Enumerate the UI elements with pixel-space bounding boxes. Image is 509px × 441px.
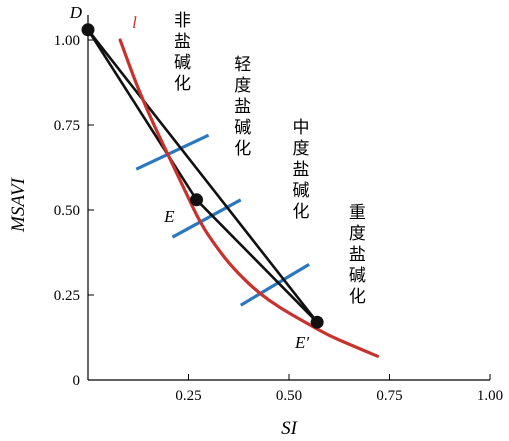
zone-labels: 非盐碱化轻度盐碱化中度盐碱化重度盐碱化 bbox=[174, 11, 366, 307]
zone-label-2: 轻度盐碱化 bbox=[234, 55, 251, 159]
point-label: D bbox=[69, 3, 83, 22]
curve-group: l bbox=[118, 13, 380, 358]
point-D bbox=[81, 23, 95, 37]
y-axis-title: MSAVI bbox=[8, 176, 29, 233]
zone-label-4: 重度盐碱化 bbox=[349, 203, 366, 307]
line-3 bbox=[86, 28, 319, 324]
boundary-line-1 bbox=[135, 133, 210, 171]
connecting-lines bbox=[86, 28, 319, 324]
x-axis-title: SI bbox=[281, 418, 299, 439]
x-tick-label: 0.25 bbox=[175, 388, 201, 404]
points: D E E′ bbox=[69, 3, 324, 352]
y-tick-label: 0 bbox=[73, 373, 81, 389]
axes bbox=[87, 15, 490, 381]
point-E bbox=[190, 193, 204, 207]
tick-labels: 0.25 0.50 0.75 1.00 0 0.25 0.50 0.75 1.00 bbox=[54, 33, 503, 404]
y-tick-label: 0.25 bbox=[54, 288, 80, 304]
zone-label-1: 非盐碱化 bbox=[174, 11, 191, 94]
ticks bbox=[88, 39, 491, 381]
line-1 bbox=[86, 29, 198, 201]
boundary-line-3 bbox=[239, 263, 310, 307]
point-Eprime bbox=[310, 315, 324, 329]
x-tick-label: 0.75 bbox=[376, 388, 402, 404]
x-tick-label: 0.50 bbox=[276, 388, 302, 404]
boundary-lines bbox=[135, 133, 310, 307]
y-tick-label: 0.50 bbox=[54, 203, 80, 219]
line-2 bbox=[195, 198, 319, 324]
y-tick-label: 0.75 bbox=[54, 118, 80, 134]
point-label: E′ bbox=[294, 333, 309, 352]
y-tick-label: 1.00 bbox=[54, 33, 80, 49]
curve-l bbox=[118, 38, 380, 358]
curve-l-label: l bbox=[132, 13, 137, 32]
point-label: E bbox=[163, 207, 175, 226]
boundary-line-2 bbox=[171, 198, 242, 239]
x-tick-label: 1.00 bbox=[477, 388, 503, 404]
zone-label-3: 中度盐碱化 bbox=[293, 118, 310, 222]
